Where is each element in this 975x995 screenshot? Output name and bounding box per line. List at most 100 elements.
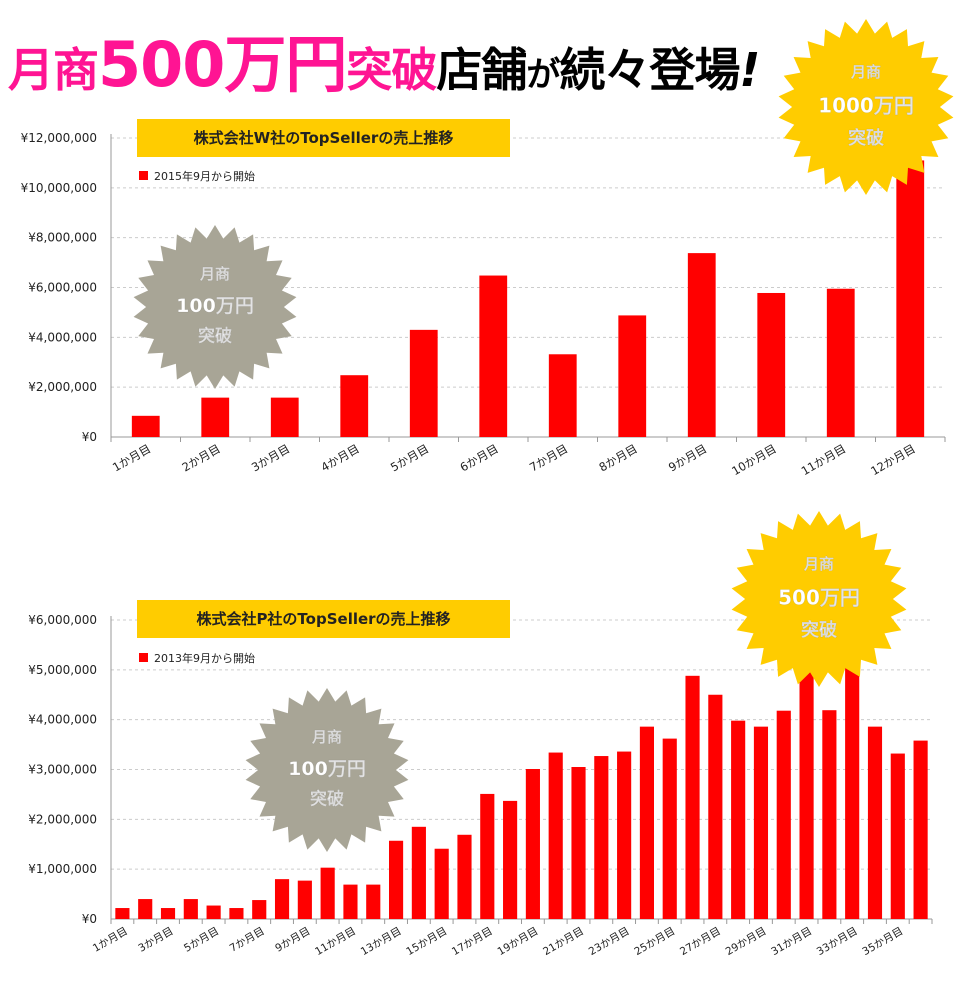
headline-part-2: 500万円	[98, 28, 347, 101]
bar-3	[160, 908, 176, 919]
y-tick-label: ¥8,000,000	[28, 231, 97, 245]
x-tick-label: 6か月目	[458, 441, 501, 474]
x-tick-label: 29か月目	[724, 925, 769, 958]
x-tick-label: 3か月目	[249, 441, 292, 474]
bar-23	[617, 751, 632, 919]
bar-1	[131, 415, 160, 437]
x-tick-label: 4か月目	[319, 441, 362, 474]
x-tick-label: 10か月目	[729, 441, 779, 478]
x-tick-label: 8か月目	[597, 441, 640, 474]
bar-9	[297, 880, 312, 919]
x-tick-label: 17か月目	[450, 925, 495, 958]
x-tick-label: 1か月目	[91, 925, 130, 954]
y-tick-label: ¥2,000,000	[28, 812, 97, 826]
x-tick-label: 2か月目	[180, 441, 223, 474]
x-tick-label: 25か月目	[632, 925, 677, 958]
x-tick-label: 13か月目	[359, 925, 404, 958]
x-tick-label: 35か月目	[860, 925, 905, 958]
starburst-badge-2-line-1: 月商	[850, 63, 881, 81]
bar-21	[571, 767, 586, 919]
bar-30	[776, 710, 791, 919]
x-tick-label: 5か月目	[388, 441, 431, 474]
bar-29	[753, 726, 769, 919]
y-tick-label: ¥4,000,000	[28, 330, 97, 344]
y-tick-label: ¥10,000,000	[21, 181, 97, 195]
x-tick-label: 3か月目	[136, 925, 175, 954]
headline-part-4: 店舗	[436, 43, 527, 97]
chart-title: 株式会社W社のTopSellerの売上推移	[194, 129, 454, 147]
bar-18	[503, 800, 518, 919]
chart-p-sales: ¥0 ¥1,000,000 ¥2,000,000 ¥3,000,000 ¥4,000,0…	[28, 600, 933, 958]
bar-32	[822, 710, 837, 919]
starburst-badge-1-shape	[133, 225, 297, 389]
bar-25	[662, 738, 677, 919]
bar-12	[366, 884, 381, 919]
bar-19	[525, 769, 540, 919]
x-tick-label: 33か月目	[815, 925, 860, 958]
starburst-badge-1-line-2: 100万円	[176, 295, 254, 317]
x-tick-label: 7か月目	[527, 441, 570, 474]
bar-17	[480, 793, 495, 919]
bar-4	[183, 899, 198, 919]
x-tick-label: 19か月目	[496, 925, 541, 958]
legend-label: 2015年9月から開始	[154, 169, 255, 183]
x-tick-label: 23か月目	[587, 925, 632, 958]
x-tick-label: 11か月目	[313, 925, 358, 958]
x-tick-label: 21か月目	[541, 925, 586, 958]
x-tick-label: 31か月目	[769, 925, 814, 958]
bar-10	[757, 292, 786, 437]
x-tick-label: 11か月目	[799, 441, 849, 478]
bar-6	[229, 908, 244, 919]
starburst-badge-4-line-1: 月商	[803, 555, 834, 573]
headline-part-5: が	[526, 55, 560, 95]
legend-swatch	[139, 653, 148, 662]
headline: 月商500万円突破店舗が続々登場!	[8, 14, 760, 104]
bar-7	[252, 900, 267, 919]
bar-26	[685, 675, 700, 919]
x-tick-label: 7か月目	[228, 925, 267, 954]
x-tick-label: 15か月目	[404, 925, 449, 958]
bar-13	[388, 840, 404, 919]
y-tick-label: ¥5,000,000	[28, 663, 97, 677]
bar-31	[799, 663, 814, 919]
y-tick-label: ¥4,000,000	[28, 713, 97, 727]
chart-title-box	[137, 119, 510, 157]
bar-11	[826, 288, 855, 437]
bar-2	[138, 899, 153, 919]
bar-22	[594, 756, 609, 919]
bar-12	[896, 160, 925, 438]
bar-10	[320, 867, 335, 919]
y-tick-label: ¥3,000,000	[28, 763, 97, 777]
starburst-badge-1-line-1: 月商	[199, 265, 230, 283]
headline-part-1: 月商	[8, 43, 99, 97]
bar-11	[343, 884, 358, 919]
starburst-badge-3-line-3: 突破	[310, 788, 344, 809]
bar-15	[434, 848, 449, 919]
bar-5	[409, 329, 438, 437]
bar-6	[479, 275, 508, 437]
starburst-badge-1-line-3: 突破	[198, 325, 232, 346]
starburst-badge-3-shape	[245, 688, 409, 852]
y-tick-label: ¥2,000,000	[28, 380, 97, 394]
bar-3	[270, 397, 299, 437]
x-tick-label: 1か月目	[110, 441, 153, 474]
headline-part-7: !	[739, 43, 760, 97]
bar-16	[457, 834, 472, 919]
x-tick-label: 9か月目	[666, 441, 709, 474]
starburst-badge-3-line-1: 月商	[311, 728, 342, 746]
bar-27	[708, 694, 723, 919]
legend-label: 2013年9月から開始	[154, 651, 255, 665]
bar-8	[618, 315, 647, 437]
bar-33	[845, 649, 860, 919]
x-tick-label: 5か月目	[182, 925, 221, 954]
bar-34	[867, 726, 883, 919]
chart-title-box	[137, 600, 510, 638]
chart-w-sales: ¥0 ¥2,000,000 ¥4,000,000 ¥6,000,000 ¥8,000,0…	[21, 119, 946, 478]
x-tick-label: 9か月目	[273, 925, 312, 954]
x-tick-label: 12か月目	[868, 441, 918, 478]
bar-24	[639, 726, 655, 919]
y-tick-label: ¥12,000,000	[21, 131, 97, 145]
y-tick-label: ¥1,000,000	[28, 862, 97, 876]
y-tick-label: ¥0	[82, 430, 97, 444]
y-tick-label: ¥6,000,000	[28, 613, 97, 627]
